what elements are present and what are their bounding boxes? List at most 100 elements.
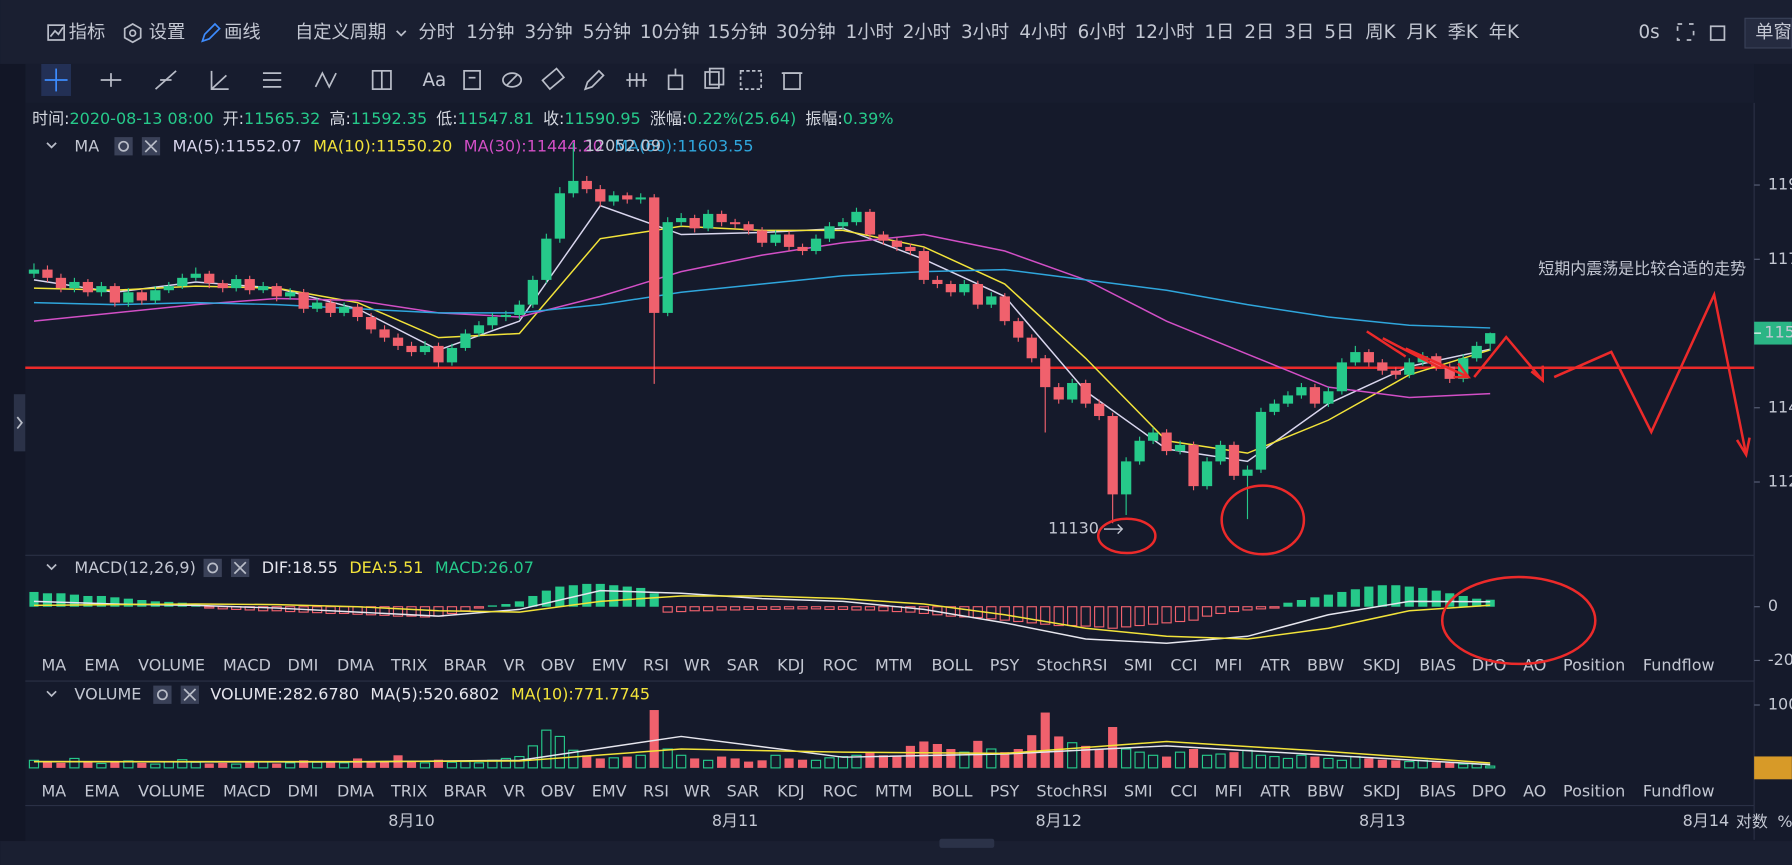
period-tab[interactable]: 1分钟 bbox=[466, 22, 514, 43]
pane-controls[interactable] bbox=[46, 137, 250, 704]
period-tab[interactable]: 6小时 bbox=[1078, 22, 1126, 43]
indicator-tab[interactable]: BOLL bbox=[931, 781, 972, 800]
indicator-tab[interactable]: Position bbox=[1563, 656, 1625, 675]
indicator-tab[interactable]: DMA bbox=[337, 781, 374, 800]
candle-body bbox=[783, 234, 795, 247]
period-tab[interactable]: 3日 bbox=[1284, 22, 1314, 43]
indicator-tab[interactable]: BBW bbox=[1307, 656, 1344, 675]
indicator-tab[interactable]: EMA bbox=[84, 781, 119, 800]
indicator-tab[interactable]: ATR bbox=[1260, 781, 1291, 800]
indicator-tab[interactable]: BRAR bbox=[443, 781, 486, 800]
indicator-tab[interactable]: EMA bbox=[84, 656, 119, 675]
period-tab[interactable]: 分时 bbox=[418, 22, 455, 43]
period-tab[interactable]: 年K bbox=[1489, 22, 1520, 43]
period-tab[interactable]: 5日 bbox=[1324, 22, 1354, 43]
indicator-tab[interactable]: MFI bbox=[1215, 656, 1243, 675]
period-tab[interactable]: 周K bbox=[1365, 22, 1396, 43]
indicator-tab[interactable]: AO bbox=[1523, 781, 1546, 800]
period-tab[interactable]: 2日 bbox=[1244, 22, 1274, 43]
toolbar-button[interactable]: 指标 bbox=[69, 22, 106, 43]
indicator-tab[interactable]: Fundflow bbox=[1643, 781, 1715, 800]
indicator-tab[interactable]: VOLUME bbox=[138, 781, 205, 800]
period-tab[interactable]: 12小时 bbox=[1135, 22, 1195, 43]
indicator-tab[interactable]: ATR bbox=[1260, 656, 1291, 675]
indicator-tab[interactable]: MTM bbox=[875, 781, 912, 800]
period-tab[interactable]: 2小时 bbox=[903, 22, 951, 43]
period-tab[interactable]: 1日 bbox=[1204, 22, 1234, 43]
indicator-tab[interactable]: AO bbox=[1523, 656, 1546, 675]
indicator-tab[interactable]: EMV bbox=[592, 656, 627, 675]
indicator-tab[interactable]: BBW bbox=[1307, 781, 1344, 800]
indicator-tab[interactable]: DMI bbox=[288, 656, 319, 675]
period-tab[interactable]: 10分钟 bbox=[640, 22, 700, 43]
indicator-tab[interactable]: StochRSI bbox=[1036, 656, 1107, 675]
indicator-tab[interactable]: VR bbox=[503, 656, 525, 675]
indicator-tab[interactable]: MACD bbox=[223, 781, 271, 800]
indicator-tab[interactable]: RSI bbox=[643, 656, 669, 675]
indicator-tab[interactable]: Position bbox=[1563, 781, 1625, 800]
period-tab[interactable]: 3小时 bbox=[961, 22, 1009, 43]
period-tab[interactable]: 5分钟 bbox=[583, 22, 631, 43]
indicator-tab[interactable]: Fundflow bbox=[1643, 656, 1715, 675]
indicator-tab[interactable]: SMI bbox=[1124, 656, 1153, 675]
volume-bar bbox=[608, 757, 619, 769]
period-tab[interactable]: 4小时 bbox=[1019, 22, 1067, 43]
indicator-tab[interactable]: StochRSI bbox=[1036, 781, 1107, 800]
indicator-tab[interactable]: KDJ bbox=[777, 656, 805, 675]
indicator-tab[interactable]: SAR bbox=[727, 781, 759, 800]
indicator-tab[interactable]: TRIX bbox=[390, 781, 428, 800]
indicator-tab[interactable]: BRAR bbox=[443, 656, 486, 675]
indicator-tab[interactable]: WR bbox=[684, 781, 711, 800]
indicator-tab[interactable]: DMA bbox=[337, 656, 374, 675]
period-tab[interactable]: 30分钟 bbox=[776, 22, 836, 43]
indicator-tab[interactable]: SKDJ bbox=[1363, 781, 1401, 800]
indicator-tab[interactable]: DPO bbox=[1472, 656, 1507, 675]
indicator-tab[interactable]: PSY bbox=[990, 656, 1020, 675]
indicator-tab[interactable]: EMV bbox=[592, 781, 627, 800]
period-tab[interactable]: 月K bbox=[1407, 22, 1438, 43]
toolbar-button[interactable]: 画线 bbox=[224, 22, 261, 43]
period-menu[interactable]: 自定义周期 bbox=[295, 22, 386, 43]
indicator-tab[interactable]: SMI bbox=[1124, 781, 1153, 800]
indicator-tab[interactable]: ROC bbox=[823, 656, 858, 675]
indicator-tab[interactable]: MACD bbox=[223, 656, 271, 675]
axis-option[interactable]: % bbox=[1777, 812, 1792, 831]
toolbar-right[interactable]: 0s bbox=[1638, 22, 1659, 43]
period-tab[interactable]: 15分钟 bbox=[707, 22, 767, 43]
volume-bar bbox=[137, 762, 147, 768]
indicator-tab[interactable]: ROC bbox=[823, 781, 858, 800]
axis-option[interactable]: 对数 bbox=[1736, 812, 1768, 831]
indicator-tab[interactable]: OBV bbox=[541, 656, 575, 675]
resize-handle[interactable] bbox=[939, 838, 995, 848]
indicator-tab[interactable]: KDJ bbox=[777, 781, 805, 800]
candle-body bbox=[1215, 444, 1226, 462]
indicator-tab[interactable]: MFI bbox=[1215, 781, 1243, 800]
indicator-tab[interactable]: CCI bbox=[1170, 781, 1197, 800]
indicator-tab[interactable]: BIAS bbox=[1419, 656, 1456, 675]
indicator-tab[interactable]: DMI bbox=[288, 781, 319, 800]
period-tab[interactable]: 3分钟 bbox=[525, 22, 573, 43]
indicator-tab[interactable]: PSY bbox=[990, 781, 1020, 800]
indicator-tab[interactable]: MA bbox=[41, 781, 66, 800]
indicator-tab[interactable]: VOLUME bbox=[138, 656, 205, 675]
indicator-tab[interactable]: DPO bbox=[1472, 781, 1507, 800]
indicator-tab[interactable]: OBV bbox=[541, 781, 575, 800]
indicator-tab[interactable]: MA bbox=[41, 656, 66, 675]
indicator-tab[interactable]: WR bbox=[684, 656, 711, 675]
indicator-tab[interactable]: BOLL bbox=[931, 656, 972, 675]
indicator-tab[interactable]: RSI bbox=[643, 781, 669, 800]
indicator-tab[interactable]: VR bbox=[503, 781, 525, 800]
indicator-tab[interactable]: MTM bbox=[875, 656, 912, 675]
period-tab[interactable]: 季K bbox=[1448, 22, 1479, 43]
indicator-tab[interactable]: CCI bbox=[1170, 656, 1197, 675]
period-tab[interactable]: 1小时 bbox=[846, 22, 894, 43]
indicator-tab[interactable]: SAR bbox=[727, 656, 759, 675]
indicator-tab[interactable]: TRIX bbox=[390, 656, 428, 675]
text-tool[interactable]: Aa bbox=[423, 70, 447, 91]
toolbar-button[interactable]: 设置 bbox=[149, 22, 186, 43]
indicator-tab[interactable]: SKDJ bbox=[1363, 656, 1401, 675]
toolbar-right[interactable]: 单窗 bbox=[1755, 22, 1792, 43]
side-handle[interactable] bbox=[13, 394, 26, 452]
indicator-tab[interactable]: BIAS bbox=[1419, 781, 1456, 800]
